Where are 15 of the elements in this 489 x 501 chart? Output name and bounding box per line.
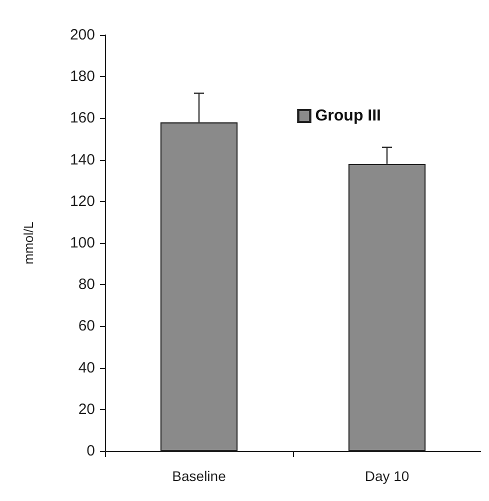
y-tick-label: 60 [78,318,95,335]
legend-label: Group III [315,108,382,124]
y-tick-label: 200 [70,26,95,44]
y-tick-label: 0 [86,442,95,460]
y-tick-label: 140 [70,151,95,168]
x-tick-label: Baseline [172,468,226,484]
y-tick-label: 40 [78,359,95,376]
y-tick-label: 180 [70,68,95,86]
y-tick-label: 120 [70,192,95,210]
y-tick-label: 20 [78,400,95,418]
x-tick-label: Day 10 [364,468,410,484]
y-axis-title: mmol/L [21,222,36,264]
y-tick-label: 80 [78,276,95,294]
y-tick-label: 160 [70,110,95,127]
y-tick-label: 100 [70,234,95,252]
